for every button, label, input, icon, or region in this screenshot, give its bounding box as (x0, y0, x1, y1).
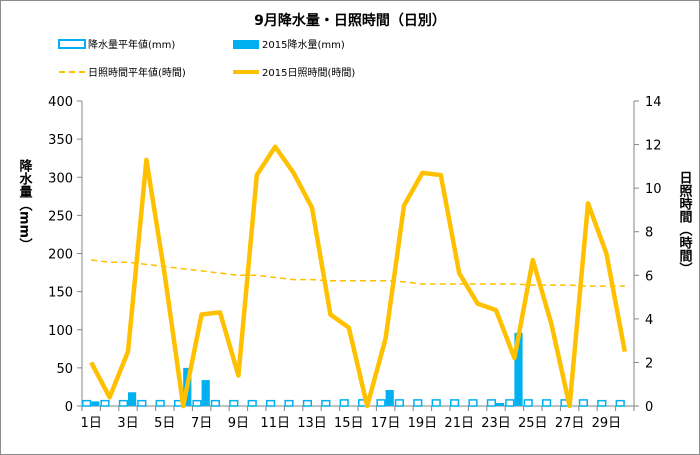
y-right-tick-label: 10 (645, 182, 662, 197)
bar-normal-precip (266, 399, 276, 407)
bar-2015-precip (385, 389, 394, 406)
bar-normal-precip (615, 399, 625, 407)
x-tick-label: 9日 (228, 416, 249, 431)
bar-normal-precip (450, 399, 460, 407)
x-tick-label: 7日 (191, 416, 212, 431)
legend-swatch-2015-precip (233, 40, 259, 49)
y-left-tick-label: 250 (48, 209, 73, 224)
y-left-tick-label: 200 (48, 248, 73, 263)
bar-normal-precip (523, 399, 533, 407)
y-left-tick-label: 300 (48, 171, 73, 186)
bar-normal-precip (376, 399, 386, 407)
legend-swatch-normal-precip (58, 39, 86, 49)
x-tick-label: 25日 (518, 416, 548, 431)
x-tick-label: 19日 (408, 416, 438, 431)
plot-area: 0 50 100 150 200 250 300 350 400 0 2 4 6 8 10 12 14 1日 3日 5… (48, 95, 661, 431)
bar-normal-precip (302, 399, 312, 407)
x-tick-label: 15日 (334, 416, 364, 431)
x-tick-label: 13日 (297, 416, 327, 431)
bar-2015-precip (201, 380, 210, 406)
bar-normal-precip (192, 399, 202, 407)
bar-normal-precip (431, 399, 441, 407)
x-tick-label: 21日 (444, 416, 474, 431)
legend-label-normal-sunshine: 日照時間平年値(時間) (88, 66, 186, 79)
line-normal-sunshine (91, 259, 625, 287)
bar-normal-precip (284, 399, 294, 407)
x-tick-label: 3日 (117, 416, 138, 431)
bar-2015-precip (128, 392, 137, 406)
x-tick-label: 27日 (555, 416, 585, 431)
bar-normal-precip (210, 399, 221, 407)
bar-2015-precip (514, 332, 523, 406)
y-axis-right-title: 日照時間（時間） (677, 171, 694, 275)
bar-normal-precip (413, 399, 423, 407)
y-right-tick-label: 8 (645, 226, 653, 241)
y-left-tick-label: 100 (48, 324, 73, 339)
chart-title: 9月降水量・日照時間（日別） (254, 12, 446, 29)
bar-normal-precip (468, 399, 478, 407)
bar-normal-precip (82, 399, 92, 407)
bar-normal-precip (247, 399, 257, 407)
bar-normal-precip (100, 399, 110, 407)
bar-normal-precip (578, 399, 588, 407)
y-right-tick-label: 4 (645, 313, 653, 328)
x-tick-label: 23日 (481, 416, 511, 431)
bar-normal-precip (339, 399, 349, 407)
bar-normal-precip (321, 399, 331, 407)
legend-label-2015-precip: 2015降水量(mm) (262, 38, 345, 51)
x-tick-label: 5日 (154, 416, 175, 431)
y-right-tick-label: 12 (645, 139, 662, 154)
bar-2015-precip (91, 401, 100, 406)
y-left-tick-label: 50 (56, 362, 73, 377)
bar-normal-precip (394, 399, 404, 407)
bar-normal-precip (597, 399, 607, 407)
bar-normal-precip (118, 399, 129, 407)
bar-normal-precip (137, 399, 147, 407)
y-left-tick-label: 400 (48, 95, 73, 110)
legend-label-normal-precip: 降水量平年値(mm) (88, 38, 175, 51)
bar-normal-precip (542, 399, 552, 407)
legend: 降水量平年値(mm) 2015降水量(mm) 日照時間平年値(時間) 2015日… (58, 38, 355, 79)
y-right-tick-label: 2 (645, 356, 653, 371)
y-right-tick-label: 6 (645, 269, 653, 284)
bar-2015-precip (496, 402, 505, 406)
y-right-tick-label: 14 (645, 95, 662, 110)
x-tick-label: 17日 (371, 416, 401, 431)
y-left-tick-label: 150 (48, 286, 73, 301)
legend-label-2015-sunshine: 2015日照時間(時間) (262, 67, 355, 79)
bar-normal-precip (155, 399, 165, 407)
x-tick-label: 1日 (81, 416, 102, 431)
bar-normal-precip (505, 399, 515, 407)
y-right-tick-label: 0 (645, 400, 653, 415)
y-left-tick-label: 350 (48, 133, 73, 148)
y-left-tick-label: 0 (65, 400, 73, 415)
line-2015-sunshine (89, 144, 628, 409)
bar-normal-precip (229, 399, 239, 407)
bar-normal-precip (486, 399, 496, 407)
x-tick-label: 11日 (260, 416, 290, 431)
x-tick-label: 29日 (592, 416, 622, 431)
y-axis-left-title: 降水量（mm） (17, 158, 34, 251)
